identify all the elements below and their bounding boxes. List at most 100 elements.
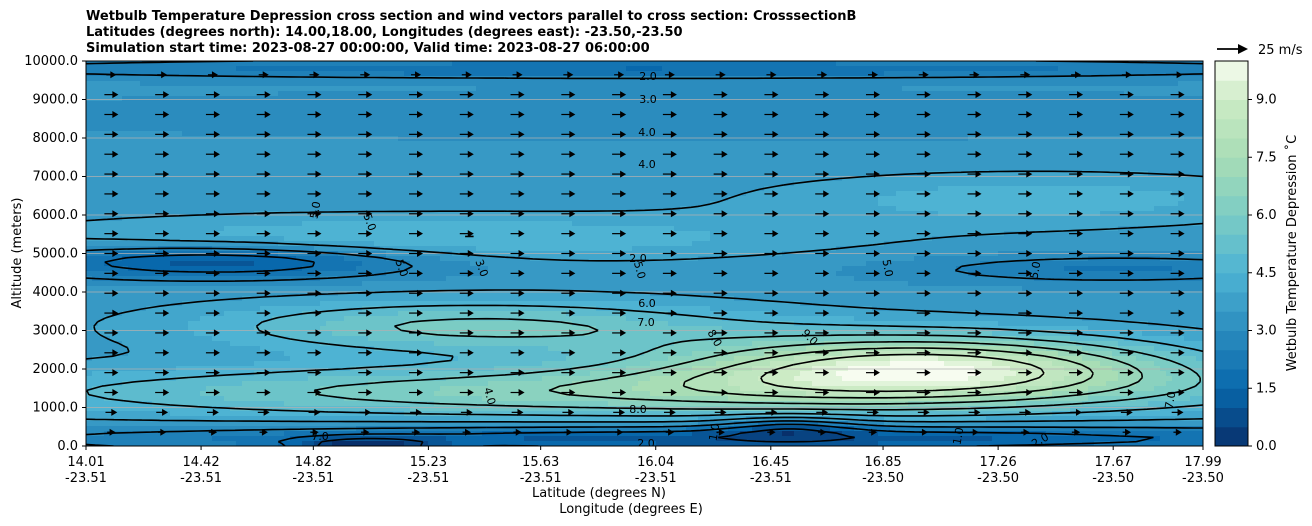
contour-fill-cell — [428, 71, 435, 77]
contour-fill-cell — [344, 66, 351, 72]
contour-fill-cell — [410, 61, 417, 67]
contour-fill-cell — [350, 241, 357, 247]
contour-fill-cell — [260, 161, 267, 167]
contour-fill-cell — [266, 226, 273, 232]
contour-fill-cell — [338, 156, 345, 162]
contour-fill-cell — [272, 436, 279, 442]
contour-fill-cell — [296, 86, 303, 92]
contour-fill-cell — [410, 236, 417, 242]
contour-fill-cell — [236, 301, 243, 307]
contour-fill-cell — [170, 346, 177, 352]
contour-fill-cell — [422, 266, 429, 272]
contour-fill-cell — [422, 201, 429, 207]
contour-fill-cell — [224, 261, 231, 267]
contour-fill-cell — [416, 181, 423, 187]
contour-fill-cell — [284, 186, 291, 192]
contour-fill-cell — [248, 156, 255, 162]
contour-fill-cell — [242, 351, 249, 357]
contour-fill-cell — [452, 71, 459, 77]
contour-fill-cell — [320, 376, 327, 382]
contour-fill-cell — [362, 196, 369, 202]
contour-fill-cell — [434, 86, 441, 92]
contour-fill-cell — [254, 181, 261, 187]
contour-fill-cell — [86, 96, 93, 102]
contour-fill-cell — [248, 351, 255, 357]
contour-fill-cell — [170, 411, 177, 417]
contour-fill-cell — [140, 181, 147, 187]
contour-fill-cell — [134, 221, 141, 227]
contour-fill-cell — [266, 136, 273, 142]
contour-fill-cell — [320, 381, 327, 387]
contour-fill-cell — [308, 331, 315, 337]
contour-fill-cell — [422, 276, 429, 282]
contour-fill-cell — [152, 381, 159, 387]
contour-fill-cell — [398, 146, 405, 152]
contour-fill-cell — [422, 101, 429, 107]
contour-fill-cell — [98, 91, 105, 97]
contour-fill-cell — [212, 181, 219, 187]
contour-fill-cell — [350, 391, 357, 397]
contour-fill-cell — [404, 201, 411, 207]
contour-fill-cell — [236, 396, 243, 402]
contour-fill-cell — [182, 336, 189, 342]
contour-fill-cell — [170, 321, 177, 327]
contour-fill-cell — [452, 381, 459, 387]
contour-fill-cell — [374, 296, 381, 302]
contour-fill-cell — [416, 356, 423, 362]
contour-fill-cell — [152, 241, 159, 247]
contour-fill-cell — [404, 161, 411, 167]
contour-fill-cell — [362, 166, 369, 172]
contour-fill-cell — [194, 371, 201, 377]
contour-fill-cell — [452, 136, 459, 142]
contour-fill-cell — [188, 216, 195, 222]
contour-fill-cell — [194, 351, 201, 357]
contour-fill-cell — [422, 126, 429, 132]
contour-fill-cell — [164, 221, 171, 227]
contour-fill-cell — [122, 116, 129, 122]
contour-fill-cell — [224, 106, 231, 112]
contour-fill-cell — [164, 186, 171, 192]
contour-fill-cell — [218, 86, 225, 92]
contour-fill-cell — [134, 426, 141, 432]
contour-fill-cell — [164, 156, 171, 162]
contour-fill-cell — [206, 106, 213, 112]
contour-fill-cell — [206, 316, 213, 322]
contour-fill-cell — [164, 81, 171, 87]
contour-fill-cell — [440, 166, 447, 172]
contour-fill-cell — [110, 241, 117, 247]
contour-fill-cell — [392, 226, 399, 232]
contour-fill-cell — [248, 116, 255, 122]
contour-fill-cell — [446, 361, 453, 367]
contour-fill-cell — [374, 126, 381, 132]
contour-fill-cell — [242, 386, 249, 392]
contour-fill-cell — [134, 231, 141, 237]
contour-fill-cell — [236, 171, 243, 177]
contour-fill-cell — [158, 336, 165, 342]
contour-fill-cell — [314, 321, 321, 327]
contour-fill-cell — [374, 321, 381, 327]
contour-fill-cell — [284, 376, 291, 382]
contour-fill-cell — [170, 186, 177, 192]
contour-fill-cell — [356, 86, 363, 92]
contour-fill-cell — [446, 276, 453, 282]
contour-fill-cell — [122, 91, 129, 97]
contour-fill-cell — [398, 231, 405, 237]
contour-fill-cell — [230, 376, 237, 382]
contour-fill-cell — [86, 66, 93, 72]
contour-fill-cell — [470, 341, 477, 347]
contour-fill-cell — [152, 281, 159, 287]
contour-fill-cell — [146, 171, 153, 177]
contour-fill-cell — [398, 131, 405, 137]
contour-fill-cell — [284, 401, 291, 407]
contour-fill-cell — [290, 341, 297, 347]
contour-fill-cell — [374, 276, 381, 282]
contour-fill-cell — [272, 411, 279, 417]
contour-fill-cell — [254, 91, 261, 97]
contour-fill-cell — [356, 331, 363, 337]
contour-fill-cell — [290, 361, 297, 367]
contour-fill-cell — [212, 336, 219, 342]
contour-fill-cell — [434, 171, 441, 177]
contour-fill-cell — [140, 436, 147, 442]
contour-fill-cell — [92, 301, 99, 307]
contour-fill-cell — [410, 396, 417, 402]
